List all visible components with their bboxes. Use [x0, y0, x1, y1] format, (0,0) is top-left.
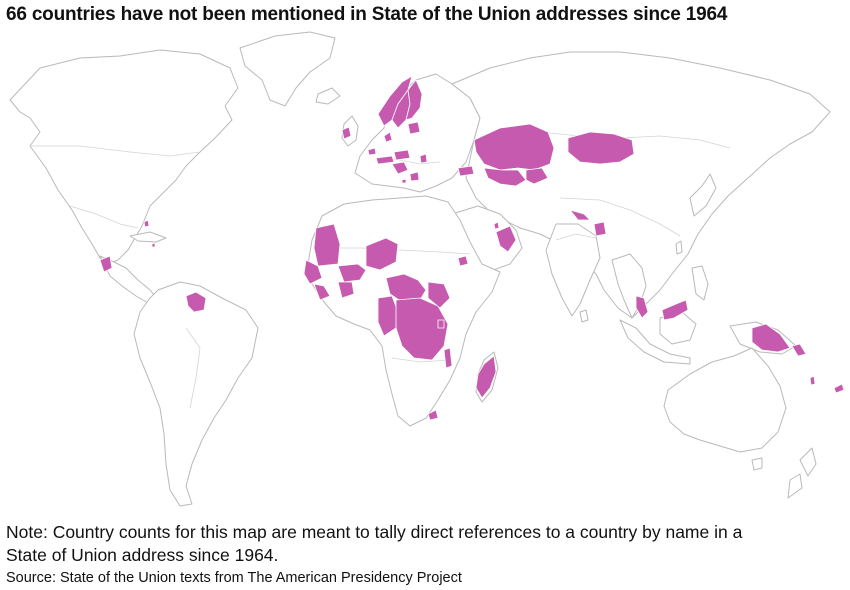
- landmass-greenland: [239, 31, 336, 107]
- country-solomon-islands: [791, 343, 807, 357]
- map-source: Source: State of the Union texts from Th…: [6, 570, 462, 586]
- country-qatar-bahrain: [493, 221, 500, 230]
- country-fiji: [833, 383, 845, 394]
- landmass-south-america: [133, 281, 259, 507]
- country-turkmenistan-uzbekistan: [483, 167, 527, 187]
- country-ghana-togo-benin: [337, 281, 355, 299]
- landmass-iceland: [315, 87, 341, 105]
- border-sahara: [322, 247, 471, 255]
- landmass-australia: [663, 347, 787, 453]
- country-malaysia-borneo-brunei: [661, 299, 689, 321]
- country-slovakia-hungary: [393, 149, 411, 161]
- country-guyana-suriname: [185, 291, 207, 313]
- country-malaysia-peninsula: [635, 295, 649, 319]
- landmass-philippines: [691, 265, 709, 301]
- country-vanuatu: [809, 375, 816, 386]
- highlighted-countries: [99, 75, 845, 421]
- landmass-taiwan: [675, 240, 683, 255]
- country-papua-new-guinea: [751, 323, 791, 353]
- country-guinea-liberia: [313, 283, 331, 301]
- country-kazakhstan: [473, 123, 555, 171]
- landmass-sri-lanka: [579, 309, 589, 323]
- country-west-africa-coast: [303, 259, 323, 285]
- country-eritrea-djibouti: [457, 255, 469, 267]
- country-mongolia: [567, 131, 635, 165]
- border-southern-africa: [391, 357, 451, 363]
- country-kyrgyzstan-tajikistan: [525, 167, 549, 185]
- country-bangladesh: [593, 221, 607, 237]
- country-niger: [365, 237, 399, 271]
- country-lesotho-swaziland: [427, 409, 439, 421]
- world-map: [9, 31, 845, 507]
- country-estonia-latvia: [407, 121, 421, 135]
- country-finland: [405, 79, 423, 121]
- country-mauritania: [313, 223, 341, 267]
- landmass-caribbean: [129, 231, 167, 243]
- border-us-canada: [30, 145, 201, 157]
- country-south-sudan-uganda: [427, 281, 451, 309]
- landmass-tasmania: [751, 457, 763, 471]
- country-chad-car: [385, 273, 427, 303]
- country-madagascar: [475, 355, 497, 399]
- country-bulgaria: [409, 171, 420, 182]
- country-nepal-bhutan: [569, 209, 591, 221]
- border-brazil: [185, 327, 201, 409]
- landmass-japan: [689, 173, 717, 217]
- landmass-india: [545, 223, 601, 317]
- country-moldova: [419, 153, 428, 164]
- country-georgia-azerbaijan: [457, 165, 475, 177]
- map-note: Note: Country counts for this map are me…: [6, 522, 743, 565]
- map-title: 66 countries have not been mentioned in …: [6, 4, 728, 25]
- country-central-america: [99, 255, 113, 273]
- country-drc: [395, 297, 449, 361]
- border-india: [555, 233, 597, 241]
- border-us-mexico: [69, 205, 139, 229]
- country-switzerland-austria: [375, 155, 395, 165]
- country-caribbean-islands: [143, 219, 156, 248]
- landmass-new-zealand: [787, 447, 817, 499]
- landmass-sumatra-java: [619, 319, 691, 365]
- country-belgium: [367, 147, 377, 156]
- country-burkina-faso-mali: [337, 263, 367, 283]
- country-oman-uae: [495, 225, 517, 253]
- country-malta: [401, 178, 407, 184]
- country-burundi-rwanda: [437, 319, 445, 329]
- country-denmark: [383, 131, 393, 143]
- country-malawi: [443, 347, 453, 369]
- landmass-north-america: [9, 49, 239, 265]
- border-china: [559, 197, 681, 237]
- country-balkans: [391, 161, 409, 175]
- country-ireland: [341, 126, 352, 140]
